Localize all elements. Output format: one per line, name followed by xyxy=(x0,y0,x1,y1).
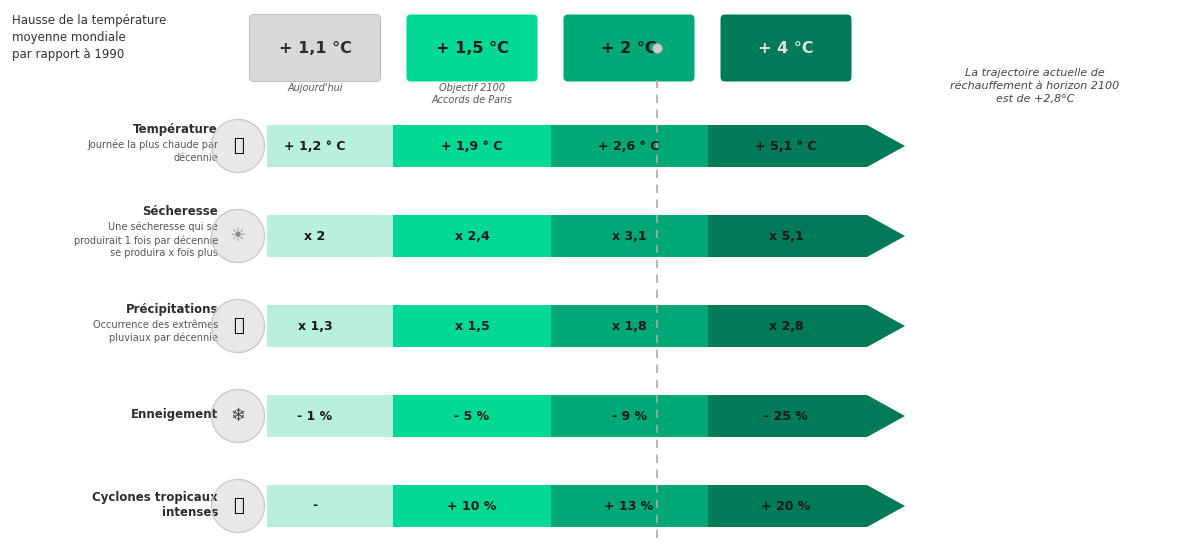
Text: x 2,4: x 2,4 xyxy=(455,230,490,242)
Bar xyxy=(266,395,394,437)
Text: x 5,1: x 5,1 xyxy=(769,230,803,242)
Polygon shape xyxy=(866,305,905,347)
Bar xyxy=(551,485,708,527)
Bar xyxy=(394,215,551,257)
Bar xyxy=(708,215,866,257)
Bar xyxy=(394,395,551,437)
Text: 🌀: 🌀 xyxy=(233,497,244,515)
Text: Sécheresse: Sécheresse xyxy=(143,205,218,218)
Text: ❄: ❄ xyxy=(230,407,246,425)
Text: x 2,8: x 2,8 xyxy=(769,320,803,332)
Text: + 20 %: + 20 % xyxy=(761,499,811,513)
Text: + 2,6 ° C: + 2,6 ° C xyxy=(599,140,660,152)
Circle shape xyxy=(211,390,264,443)
Bar xyxy=(394,305,551,347)
Bar xyxy=(551,215,708,257)
Text: + 1,9 ° C: + 1,9 ° C xyxy=(442,140,503,152)
Text: + 1,1 °C: + 1,1 °C xyxy=(278,41,352,56)
Text: - 5 %: - 5 % xyxy=(455,410,490,423)
Text: + 2 °C: + 2 °C xyxy=(601,41,656,56)
Bar xyxy=(394,125,551,167)
Text: Occurrence des extrêmes
pluviaux par décennie: Occurrence des extrêmes pluviaux par déc… xyxy=(92,320,218,343)
Text: x 3,1: x 3,1 xyxy=(612,230,647,242)
FancyBboxPatch shape xyxy=(250,14,380,82)
Text: ☀: ☀ xyxy=(230,227,246,245)
Circle shape xyxy=(211,120,264,172)
Text: 🌡: 🌡 xyxy=(233,137,244,155)
Text: + 1,2 ° C: + 1,2 ° C xyxy=(284,140,346,152)
Text: - 9 %: - 9 % xyxy=(612,410,647,423)
Text: Cyclones tropicaux
intenses: Cyclones tropicaux intenses xyxy=(92,490,218,519)
Text: Précipitations: Précipitations xyxy=(126,303,218,316)
Bar xyxy=(708,395,866,437)
Bar xyxy=(708,305,866,347)
Text: + 5,1 ° C: + 5,1 ° C xyxy=(755,140,817,152)
Bar xyxy=(551,305,708,347)
Text: Aujourd'hui: Aujourd'hui xyxy=(287,83,343,93)
Bar xyxy=(551,395,708,437)
Bar xyxy=(708,485,866,527)
Polygon shape xyxy=(866,395,905,437)
Text: Journée la plus chaude par
décennie: Journée la plus chaude par décennie xyxy=(88,140,218,163)
FancyBboxPatch shape xyxy=(407,14,538,82)
FancyBboxPatch shape xyxy=(564,14,695,82)
Polygon shape xyxy=(866,485,905,527)
Text: Hausse de la température
moyenne mondiale
par rapport à 1990: Hausse de la température moyenne mondial… xyxy=(12,14,167,61)
Polygon shape xyxy=(866,125,905,167)
Text: Enneigement: Enneigement xyxy=(131,408,218,421)
Text: x 1,8: x 1,8 xyxy=(612,320,647,332)
Bar xyxy=(708,125,866,167)
Text: 🌧: 🌧 xyxy=(233,317,244,335)
Text: + 4 °C: + 4 °C xyxy=(758,41,814,56)
Text: + 10 %: + 10 % xyxy=(448,499,497,513)
Text: x 1,3: x 1,3 xyxy=(298,320,332,332)
Text: La trajectoire actuelle de
réchauffement à horizon 2100
est de +2,8°C: La trajectoire actuelle de réchauffement… xyxy=(950,68,1120,105)
Bar xyxy=(266,125,394,167)
Text: x 2: x 2 xyxy=(305,230,325,242)
Polygon shape xyxy=(866,215,905,257)
Text: Une sécheresse qui se
produirait 1 fois par décennie
se produira x fois plus: Une sécheresse qui se produirait 1 fois … xyxy=(73,222,218,258)
Text: -: - xyxy=(312,499,318,513)
Circle shape xyxy=(211,210,264,262)
FancyBboxPatch shape xyxy=(720,14,852,82)
Bar xyxy=(394,485,551,527)
Bar xyxy=(266,215,394,257)
Text: - 25 %: - 25 % xyxy=(764,410,808,423)
Circle shape xyxy=(211,479,264,533)
Text: Objectif 2100
Accords de Paris: Objectif 2100 Accords de Paris xyxy=(432,83,512,105)
Circle shape xyxy=(211,300,264,353)
Bar xyxy=(266,485,394,527)
Text: x 1,5: x 1,5 xyxy=(455,320,490,332)
Text: - 1 %: - 1 % xyxy=(298,410,332,423)
Text: Température: Température xyxy=(133,123,218,136)
Text: + 13 %: + 13 % xyxy=(605,499,654,513)
Bar xyxy=(551,125,708,167)
Bar xyxy=(266,305,394,347)
Text: + 1,5 °C: + 1,5 °C xyxy=(436,41,509,56)
